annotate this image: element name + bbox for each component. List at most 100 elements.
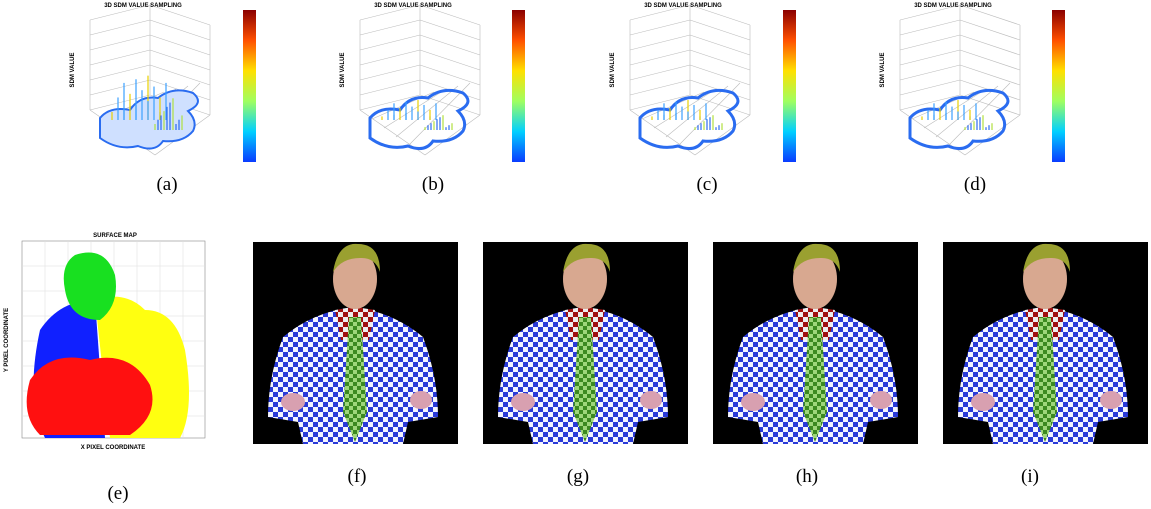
axis-line — [89, 49, 151, 66]
sdm-plot: 3D SDM VALUE SAMPLING SDM VALUE — [70, 3, 211, 156]
axis-line — [629, 19, 691, 36]
caption: (g) — [567, 466, 589, 487]
axis-line — [419, 4, 481, 26]
axis-line — [149, 64, 211, 86]
surface-red — [26, 357, 153, 435]
caption: (h) — [796, 466, 818, 487]
plot-title: 3D SDM VALUE SAMPLING — [644, 3, 722, 9]
z-axis-label: SDM VALUE — [70, 53, 76, 88]
hair — [563, 243, 610, 272]
caption: (d) — [964, 174, 986, 195]
hand — [281, 393, 305, 411]
caption: (i) — [1021, 466, 1039, 487]
axis-line — [959, 64, 1021, 86]
plot-title: 3D SDM VALUE SAMPLING — [104, 3, 182, 9]
hand — [640, 391, 662, 409]
axis-line — [689, 4, 751, 26]
axis-line — [629, 4, 691, 21]
sdm-plot: 3D SDM VALUE SAMPLING SDM VALUE — [340, 3, 481, 156]
axis-line — [89, 34, 151, 51]
axis-line — [923, 88, 987, 129]
axis-line — [89, 64, 151, 81]
render-image — [253, 242, 458, 444]
axis-line — [89, 94, 151, 111]
tie — [343, 317, 367, 442]
x-axis-label: X PIXEL COORDINATE — [81, 445, 145, 451]
z-axis-label: SDM VALUE — [340, 53, 346, 88]
axis-line — [899, 94, 961, 111]
axis-line — [935, 85, 999, 138]
sampled-contour — [638, 88, 740, 151]
axis-line — [629, 79, 691, 96]
axis-line — [665, 85, 729, 138]
axis-line — [964, 114, 1021, 156]
tie — [573, 317, 597, 442]
caption: (a) — [156, 174, 177, 195]
axis-line — [359, 94, 421, 111]
axis-line — [899, 34, 961, 51]
caption: (f) — [348, 466, 367, 487]
axis-line — [419, 34, 481, 56]
axis-line — [359, 19, 421, 36]
head — [333, 249, 377, 309]
axis-line — [89, 19, 151, 36]
tie — [1033, 317, 1057, 442]
caption: (e) — [107, 483, 128, 504]
axis-line — [689, 49, 751, 71]
z-axis-label: SDM VALUE — [610, 53, 616, 88]
axis-line — [653, 88, 717, 129]
axis-line — [419, 64, 481, 86]
sdm-plot: 3D SDM VALUE SAMPLING SDM VALUE — [610, 3, 751, 156]
colorbar — [243, 10, 256, 162]
axis-line — [959, 19, 1021, 41]
axis-line — [89, 4, 151, 21]
hair — [1023, 243, 1070, 272]
axis-line — [359, 49, 421, 66]
axis-line — [899, 19, 961, 36]
tie — [803, 317, 827, 442]
hair — [793, 243, 840, 272]
colorbar — [1052, 10, 1065, 162]
axis-line — [899, 49, 961, 66]
axis-line — [149, 49, 211, 71]
render-image — [483, 242, 688, 444]
colorbar — [512, 10, 525, 162]
axis-line — [689, 64, 751, 86]
axis-line — [359, 4, 421, 21]
axis-line — [383, 88, 447, 129]
hair — [333, 243, 380, 272]
hand — [971, 393, 995, 411]
render-image — [713, 242, 918, 444]
axis-line — [959, 49, 1021, 71]
head — [793, 249, 837, 309]
axis-line — [89, 79, 151, 96]
plot-title: 3D SDM VALUE SAMPLING — [914, 3, 992, 9]
axis-line — [899, 79, 961, 96]
axis-line — [149, 34, 211, 56]
axis-line — [899, 64, 961, 81]
sampled-contour — [99, 89, 199, 150]
axis-line — [359, 34, 421, 51]
y-axis-label: Y PIXEL COORDINATE — [4, 308, 10, 372]
axis-line — [424, 114, 481, 156]
axis-line — [149, 4, 211, 26]
axis-line — [899, 4, 961, 21]
plot-title: 3D SDM VALUE SAMPLING — [374, 3, 452, 9]
axis-line — [689, 19, 751, 41]
plot-title: SURFACE MAP — [93, 233, 137, 239]
surface-green — [63, 252, 116, 320]
hand — [870, 391, 892, 409]
axis-line — [395, 85, 459, 138]
caption: (c) — [696, 174, 717, 195]
z-axis-label: SDM VALUE — [880, 53, 886, 88]
render-image — [943, 242, 1148, 444]
axis-line — [629, 64, 691, 81]
hand — [741, 393, 765, 411]
hand — [1100, 391, 1122, 409]
axis-line — [959, 4, 1021, 26]
axis-line — [359, 64, 421, 81]
axis-line — [689, 34, 751, 56]
head — [563, 249, 607, 309]
axis-line — [359, 79, 421, 96]
